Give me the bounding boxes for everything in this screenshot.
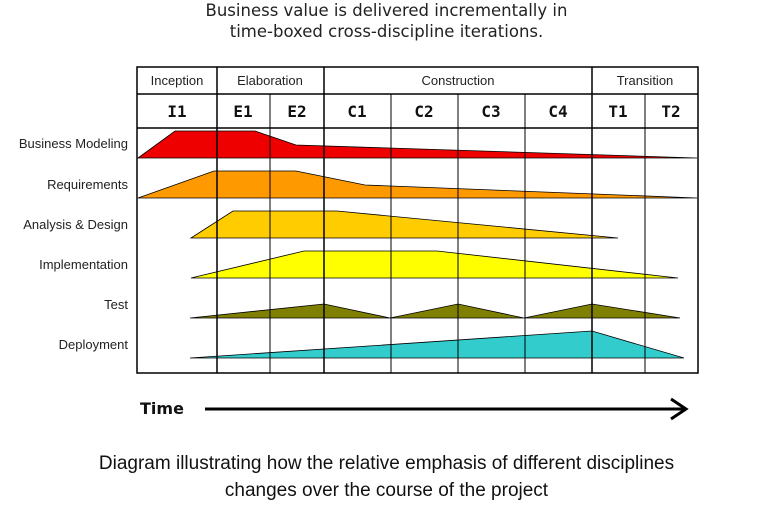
time-arrow-icon <box>205 397 689 421</box>
caption-line-2: changes over the course of the project <box>224 480 549 501</box>
phase-label-elaboration: Elaboration <box>237 73 303 88</box>
iteration-label-e2: E2 <box>287 102 306 121</box>
iteration-label-t2: T2 <box>661 102 680 121</box>
iteration-label-c4: C4 <box>548 102 567 121</box>
discipline-label-analysis-design: Analysis & Design <box>23 217 128 232</box>
implementation-hump <box>190 250 679 279</box>
phase-label-construction: Construction <box>422 73 495 88</box>
test-hump <box>189 303 681 319</box>
iteration-label-c3: C3 <box>481 102 500 121</box>
iteration-label-t1: T1 <box>608 102 627 121</box>
discipline-label-requirements: Requirements <box>47 177 128 192</box>
iteration-label-c1: C1 <box>347 102 366 121</box>
diagram-title-line-2: time-boxed cross-discipline iterations. <box>229 22 544 41</box>
analysis-design-hump <box>189 210 619 239</box>
iteration-label-i1: I1 <box>167 102 186 121</box>
time-axis-label: Time <box>140 399 184 418</box>
requirements-hump <box>137 170 698 199</box>
phase-label-transition: Transition <box>617 73 674 88</box>
deployment-hump <box>189 330 685 359</box>
diagram-title-line-1: Business value is delivered incrementall… <box>205 1 568 20</box>
discipline-label-test: Test <box>104 297 128 312</box>
business-modeling-hump <box>136 130 698 159</box>
discipline-label-implementation: Implementation <box>39 257 128 272</box>
iteration-label-e1: E1 <box>233 102 252 121</box>
discipline-label-deployment: Deployment <box>59 337 129 352</box>
caption-line-1: Diagram illustrating how the relative em… <box>98 453 675 474</box>
discipline-humps <box>136 130 698 359</box>
phase-label-inception: Inception <box>151 73 204 88</box>
discipline-label-business-modeling: Business Modeling <box>19 136 128 151</box>
iteration-grid <box>136 66 699 374</box>
iteration-label-c2: C2 <box>414 102 433 121</box>
discipline-emphasis-diagram: Inception Elaboration Construction Trans… <box>19 66 699 421</box>
